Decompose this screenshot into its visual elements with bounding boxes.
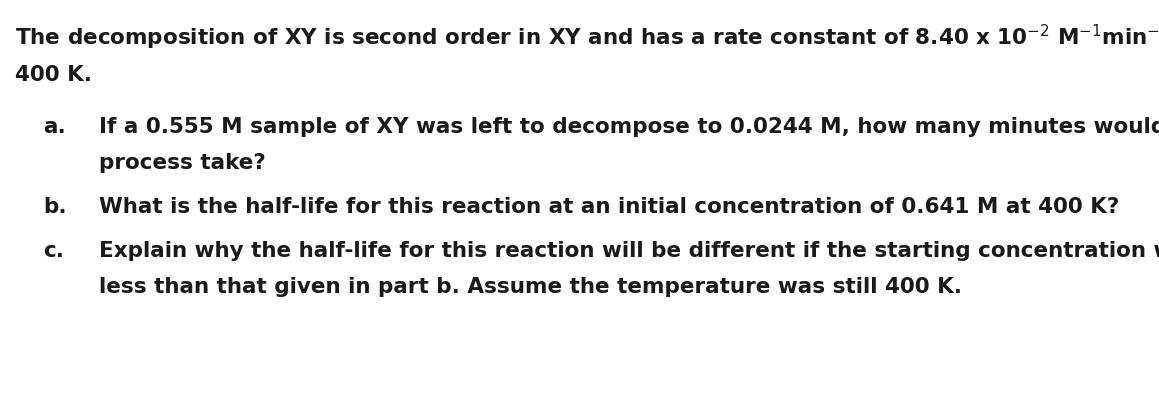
Text: If a 0.555 M sample of XY was left to decompose to 0.0244 M, how many minutes wo: If a 0.555 M sample of XY was left to de… (99, 117, 1159, 137)
Text: process take?: process take? (99, 153, 265, 173)
Text: The decomposition of XY is second order in XY and has a rate constant of 8.40 x : The decomposition of XY is second order … (15, 23, 1159, 52)
Text: less than that given in part b. Assume the temperature was still 400 K.: less than that given in part b. Assume t… (99, 277, 962, 297)
Text: Explain why the half-life for this reaction will be different if the starting co: Explain why the half-life for this react… (99, 241, 1159, 261)
Text: c.: c. (43, 241, 64, 261)
Text: a.: a. (43, 117, 66, 137)
Text: 400 K.: 400 K. (15, 65, 92, 85)
Text: What is the half-life for this reaction at an initial concentration of 0.641 M a: What is the half-life for this reaction … (99, 197, 1118, 217)
Text: b.: b. (43, 197, 66, 217)
